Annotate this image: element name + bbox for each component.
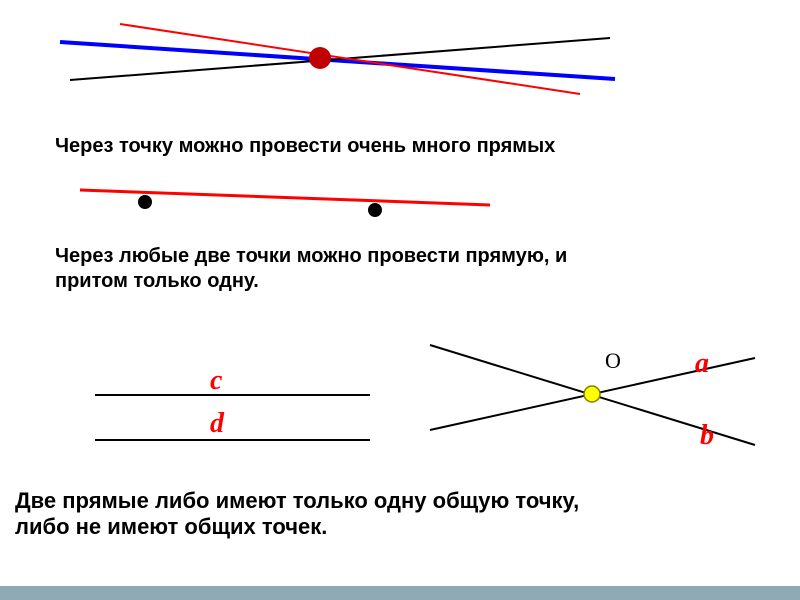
point-o — [584, 386, 600, 402]
label-b: b — [700, 420, 714, 452]
footer-bar — [0, 586, 800, 600]
diagram-line-two-points — [0, 170, 800, 230]
text-two-lines-line2: либо не имеют общих точек. — [15, 514, 327, 540]
diagram-lines-through-point — [0, 0, 800, 120]
point-right — [368, 203, 382, 217]
text-two-points-line1: Через любые две точки можно провести пря… — [55, 245, 567, 268]
label-o: О — [605, 348, 621, 374]
point-left — [138, 195, 152, 209]
diagram-intersecting-lines — [0, 330, 800, 460]
text-many-lines: Через точку можно провести очень много п… — [55, 135, 555, 158]
line-red — [120, 24, 580, 94]
label-a: a — [695, 348, 709, 380]
point-intersection — [309, 47, 331, 69]
text-two-lines-line1: Две прямые либо имеют только одну общую … — [15, 488, 579, 514]
text-two-points-line2: притом только одну. — [55, 270, 259, 293]
